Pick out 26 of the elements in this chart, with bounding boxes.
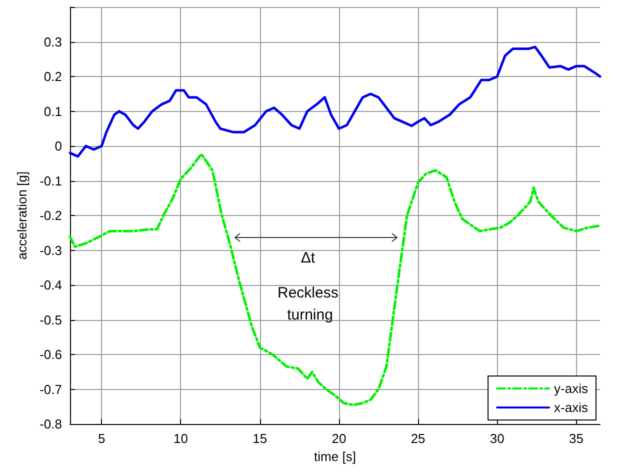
y-tick-label: -0.3 <box>40 242 62 258</box>
x-tick-label: 10 <box>174 431 188 446</box>
y-tick-label: 0.3 <box>44 34 62 50</box>
y-tick-label: -0.4 <box>40 278 62 292</box>
x-tick-label: 30 <box>490 431 504 446</box>
y-tick-label: -0.5 <box>40 312 62 328</box>
y-tick-label: -0.7 <box>40 382 62 397</box>
y-tick-label: -0.6 <box>40 347 62 362</box>
y-tick-label: -0.8 <box>40 416 62 432</box>
legend-label: x-axis <box>554 400 588 415</box>
x-tick-label: 15 <box>252 431 268 446</box>
y-tick-label: 0.1 <box>44 104 62 119</box>
x-tick-label: 25 <box>410 431 426 446</box>
y-tick-label: 0.2 <box>44 69 62 84</box>
line-series <box>68 46 602 158</box>
x-axis-title: time [s] <box>314 448 356 464</box>
x-tick-label: 20 <box>332 431 346 446</box>
legend-label: y-axis <box>554 381 588 396</box>
y-tick-label: 0 <box>54 138 62 154</box>
x-tick-label: 35 <box>569 431 584 446</box>
y-tick-label: -0.2 <box>40 208 62 223</box>
annotation: Δt <box>300 250 316 266</box>
x-tick-label: 5 <box>98 431 106 446</box>
y-axis-title: acceleration [g] <box>14 171 30 260</box>
y-tick-label: -0.1 <box>40 173 62 188</box>
annotation: Reckless turning <box>277 284 343 324</box>
